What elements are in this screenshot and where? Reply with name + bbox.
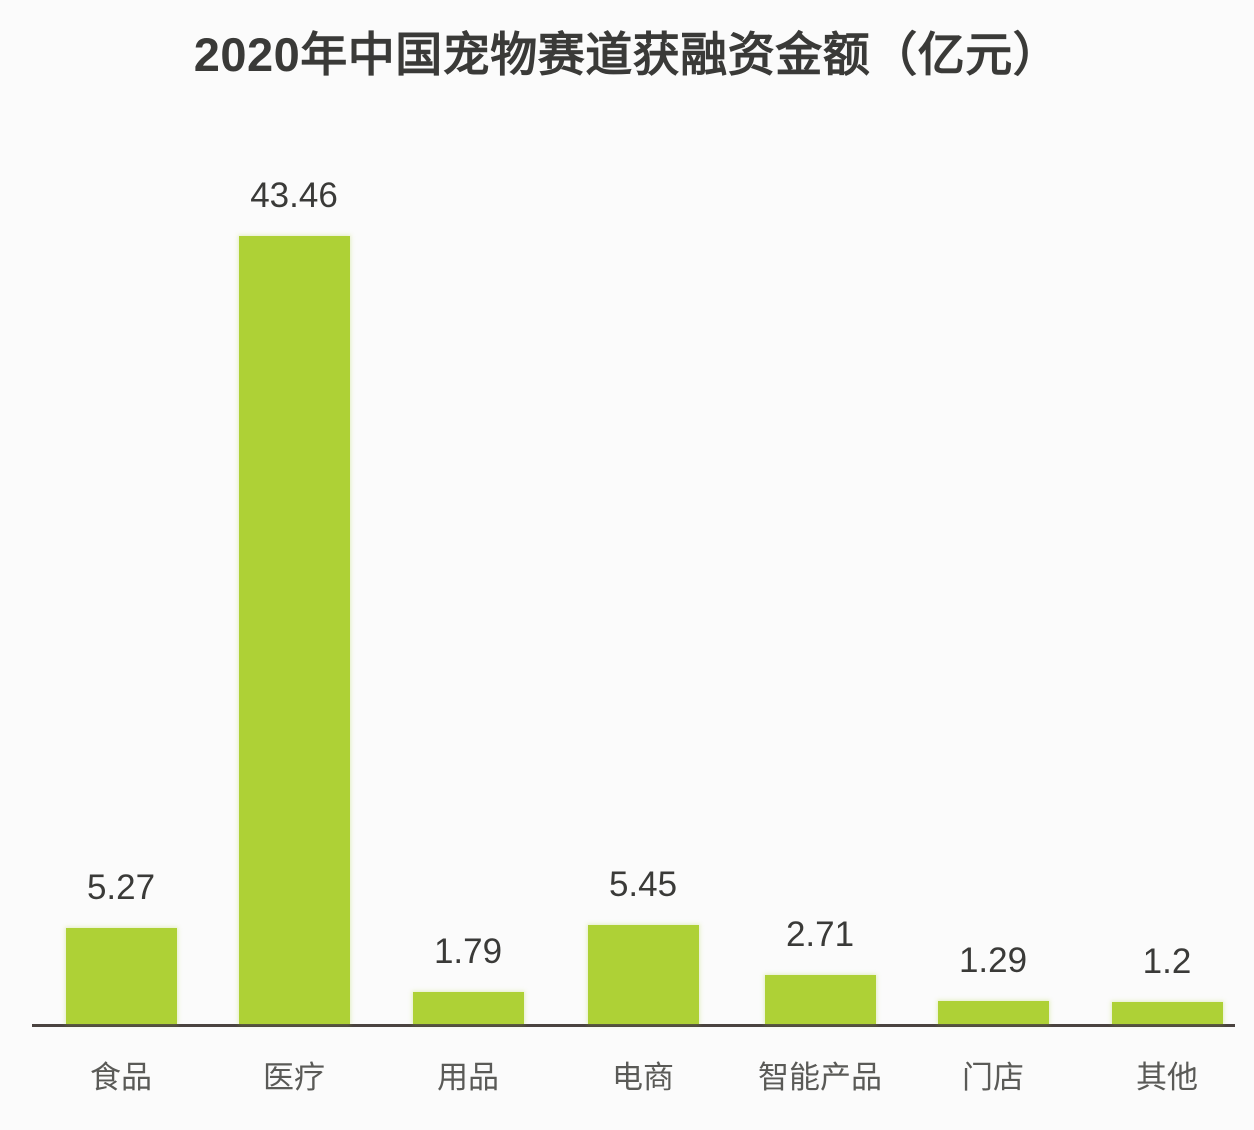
bar-value-label: 5.45 <box>608 865 678 905</box>
x-tick-label-门店: 门店 <box>962 1060 1024 1095</box>
bar-医疗[interactable] <box>238 236 350 1024</box>
bar-value-label: 5.27 <box>86 868 156 908</box>
bar-电商[interactable] <box>587 925 699 1024</box>
x-axis-line <box>32 1024 1235 1027</box>
bar-食品[interactable] <box>65 928 177 1024</box>
x-tick-label-智能产品: 智能产品 <box>758 1060 882 1095</box>
bar-value-label: 43.46 <box>250 176 338 216</box>
bar-value-label: 1.29 <box>958 940 1028 980</box>
bar-其他[interactable] <box>1111 1002 1223 1024</box>
bar-value-label: 2.71 <box>785 914 855 954</box>
bar-智能产品[interactable] <box>764 974 876 1024</box>
x-tick-label-其他: 其他 <box>1136 1060 1198 1095</box>
x-tick-label-用品: 用品 <box>437 1060 499 1095</box>
bar-value-label: 1.2 <box>1142 942 1192 982</box>
x-tick-label-医疗: 医疗 <box>263 1060 325 1095</box>
bar-用品[interactable] <box>412 991 524 1024</box>
x-tick-label-电商: 电商 <box>612 1060 674 1095</box>
bar-value-label: 1.79 <box>433 931 503 971</box>
bar-门店[interactable] <box>937 1000 1049 1024</box>
chart-title: 2020年中国宠物赛道获融资金额（亿元） <box>193 28 1061 81</box>
x-tick-label-食品: 食品 <box>90 1060 152 1095</box>
